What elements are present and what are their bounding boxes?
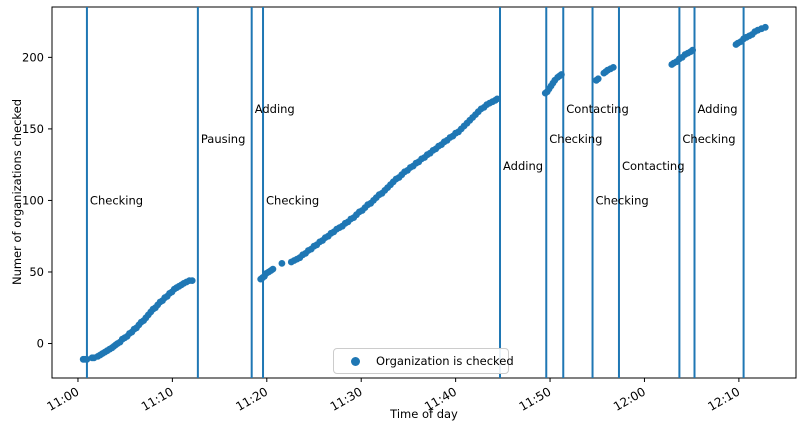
scatter-point: [558, 71, 565, 78]
x-tick-label: 11:30: [328, 384, 365, 413]
event-line-label: Checking: [266, 193, 319, 207]
event-line-label: Checking: [90, 193, 143, 207]
plot-area: [51, 6, 797, 379]
x-tick-label: 12:10: [705, 384, 742, 413]
scatter-point: [278, 260, 286, 267]
event-line-label: Adding: [255, 102, 295, 116]
event-line-label: Checking: [682, 132, 735, 146]
event-line-label: Checking: [596, 193, 649, 207]
scatter-point: [493, 95, 501, 103]
scatter-point: [269, 265, 277, 273]
scatter-point: [689, 46, 696, 54]
legend-label: Organization is checked: [376, 354, 514, 368]
scatter-marker-icon: [351, 356, 360, 366]
y-axis-title: Numer of organizations checked: [10, 98, 24, 286]
y-tick-label: 100: [22, 193, 44, 207]
event-line-label: Adding: [698, 102, 738, 116]
scatter-point: [188, 277, 196, 284]
x-tick-label: 12:00: [611, 384, 648, 413]
y-tick-label: 150: [22, 122, 44, 136]
y-tick-label: 200: [22, 50, 44, 64]
x-tick-label: 11:50: [517, 384, 554, 413]
event-line-label: Checking: [549, 132, 602, 146]
event-line-label: Contacting: [566, 102, 629, 116]
x-tick-label: 11:20: [233, 384, 270, 413]
x-tick-label: 11:00: [45, 384, 82, 413]
event-line-label: Pausing: [201, 132, 246, 146]
scatter-point: [594, 75, 602, 83]
x-tick-label: 11:10: [139, 384, 176, 413]
x-axis-title: Time of day: [390, 407, 458, 421]
scatter-point: [609, 64, 617, 71]
scatter-point: [83, 355, 91, 363]
event-line-label: Adding: [503, 159, 543, 173]
legend: Organization is checked: [333, 348, 514, 374]
event-line-label: Contacting: [622, 159, 685, 173]
scatter-point: [761, 23, 769, 31]
y-tick-label: 0: [37, 337, 44, 351]
y-tick-label: 50: [29, 265, 44, 279]
